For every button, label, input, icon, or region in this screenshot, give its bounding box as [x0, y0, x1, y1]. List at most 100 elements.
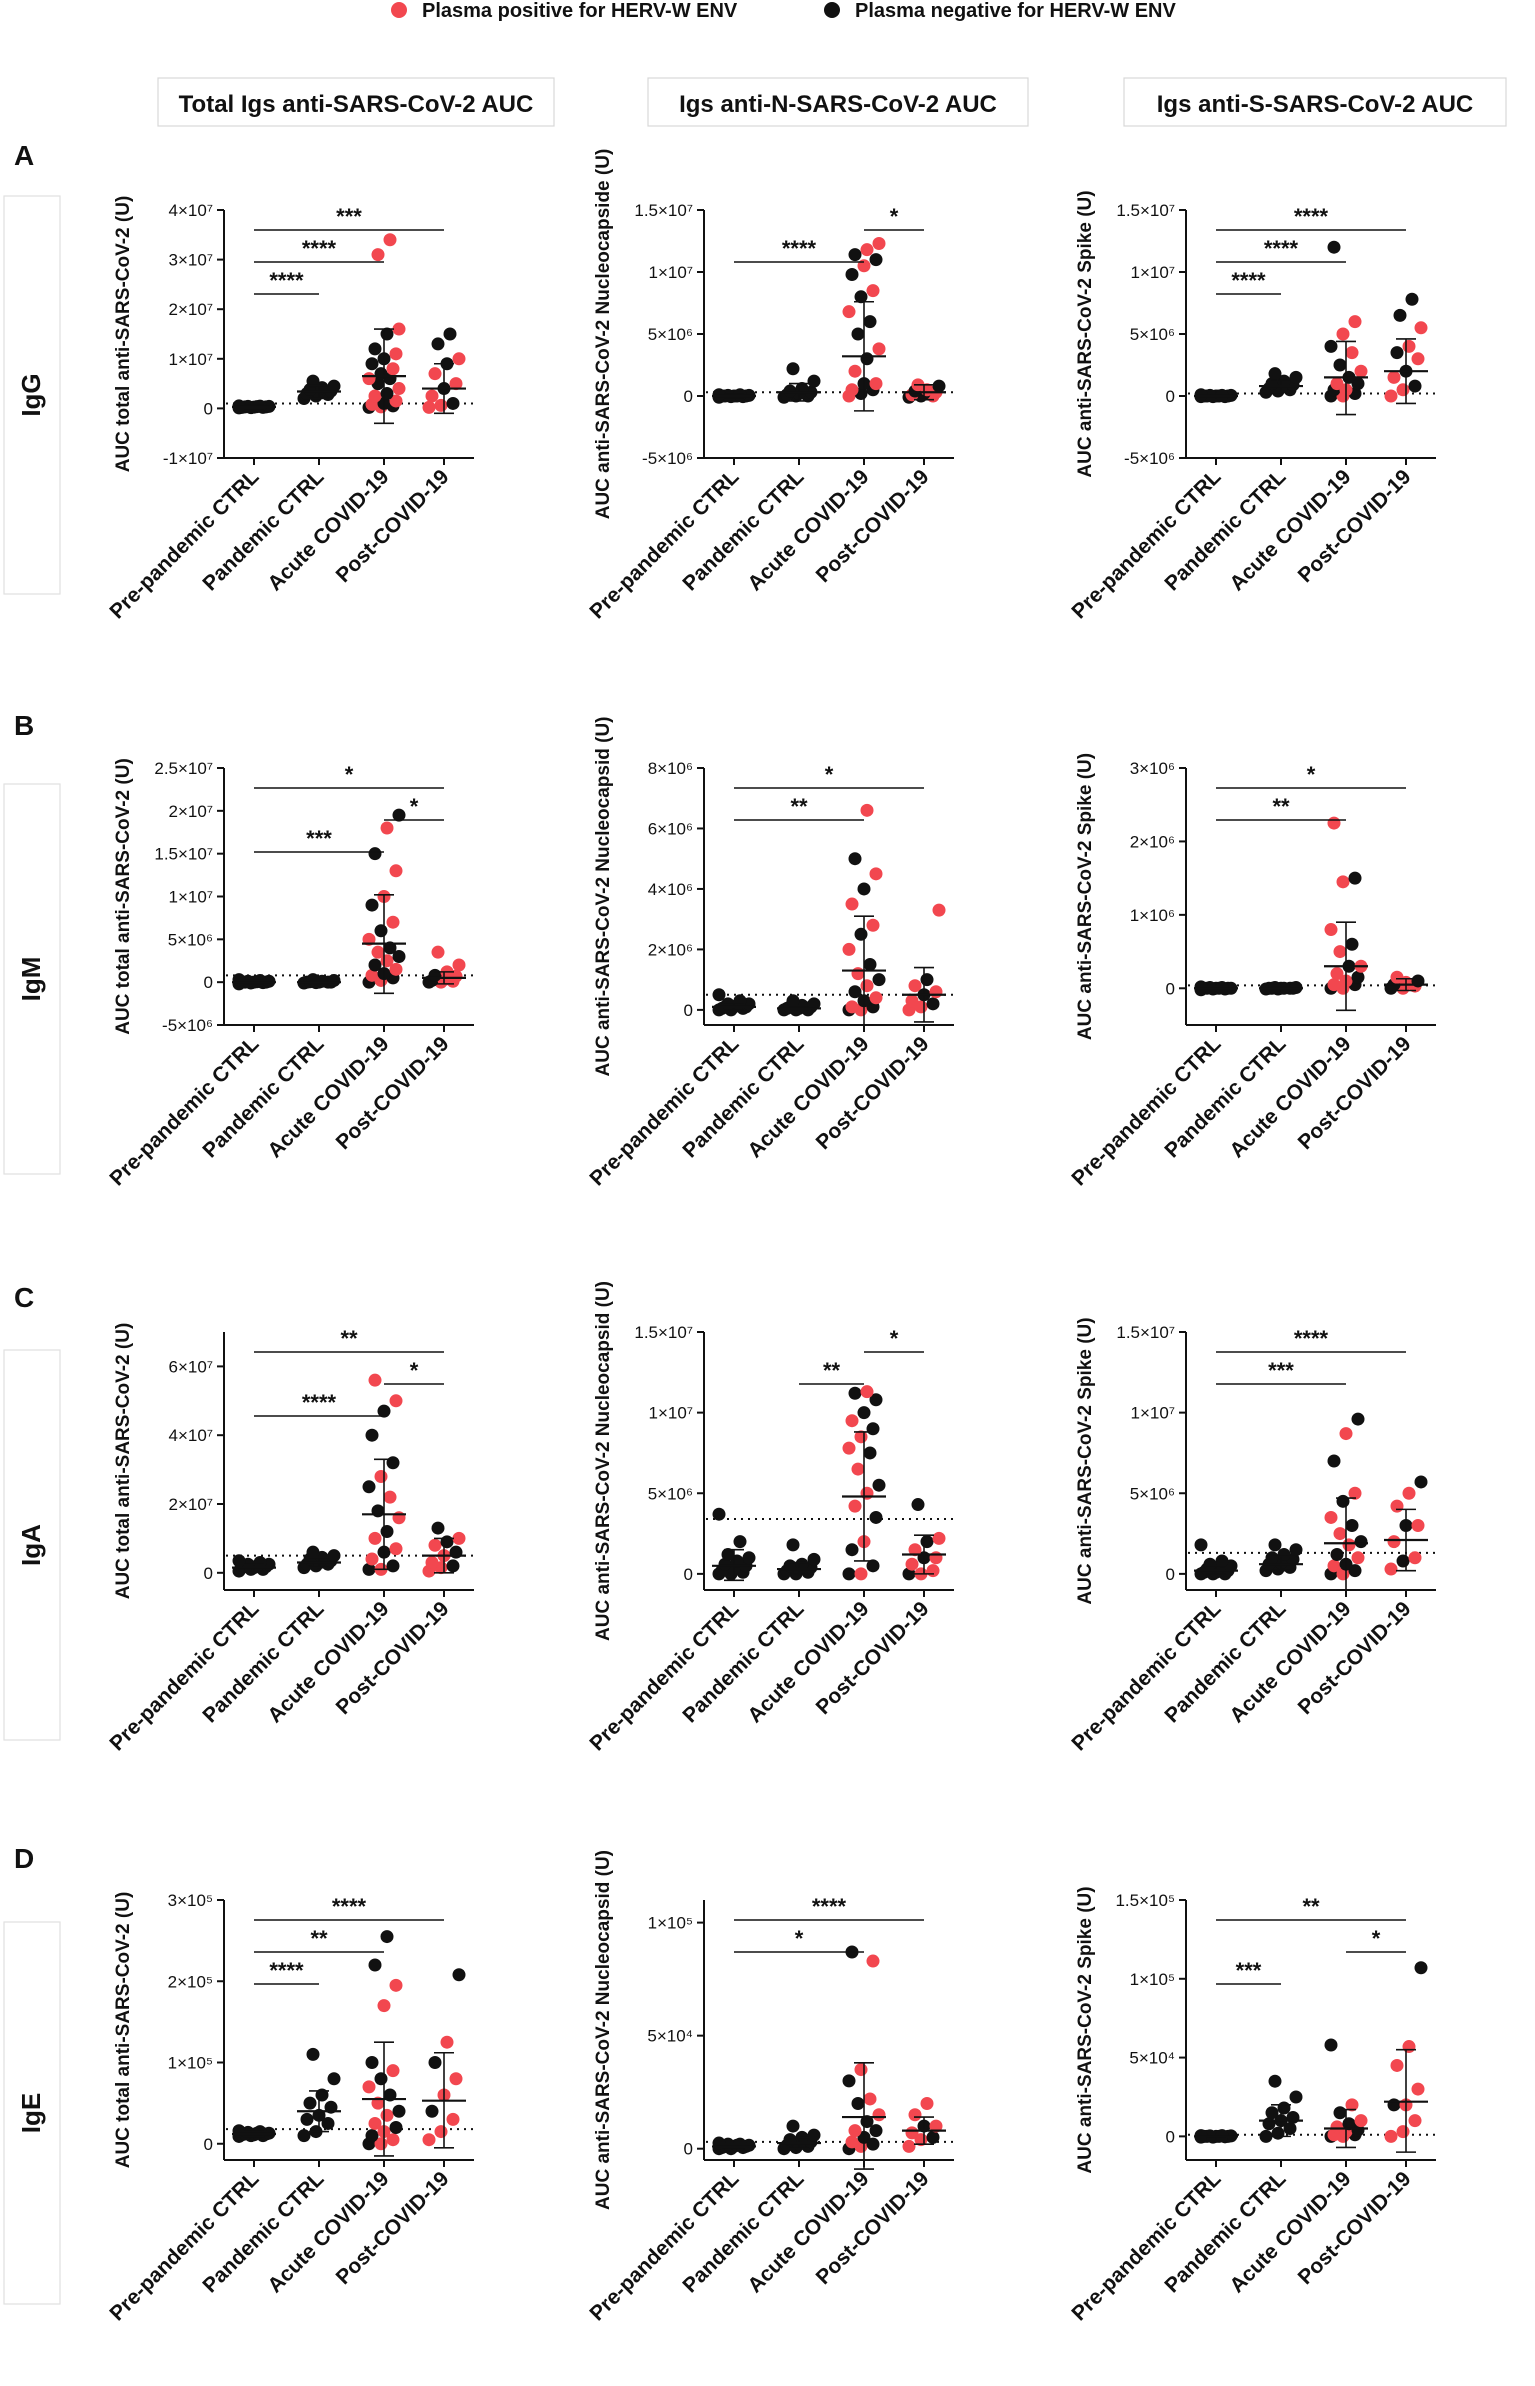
data-point-negative: [1194, 388, 1208, 402]
data-point-positive: [842, 942, 856, 956]
data-point-negative: [428, 968, 442, 982]
row-B-labels: B IgM: [3, 710, 61, 1175]
y-tick-label: 5×10⁶: [1130, 1484, 1175, 1503]
data-point-negative: [869, 253, 883, 267]
row-label: IgG: [16, 373, 46, 416]
data-point-negative: [783, 1559, 797, 1573]
data-point-negative: [733, 1535, 747, 1549]
y-tick-label: 2×10⁷: [169, 1495, 213, 1514]
significance-label: ****: [782, 236, 817, 261]
data-point-positive: [851, 967, 865, 981]
data-point-negative: [1271, 2126, 1285, 2140]
data-point-negative: [321, 2116, 335, 2130]
significance-label: ****: [302, 236, 337, 261]
y-axis-label: AUC anti-SARS-CoV-2 Nucleocapsid (U): [593, 1850, 614, 2210]
y-tick-label: 2×10⁷: [169, 300, 213, 319]
row-label: IgA: [16, 1524, 46, 1566]
data-point-negative: [866, 2137, 880, 2151]
significance-label: ****: [269, 1958, 304, 1983]
column-title-text: Igs anti-N-SARS-CoV-2 AUC: [679, 91, 997, 118]
data-point-negative: [863, 315, 877, 329]
significance-label: *: [890, 204, 899, 229]
data-point-positive: [1327, 978, 1341, 992]
data-point-positive: [392, 1511, 406, 1525]
data-point-positive: [365, 968, 379, 982]
y-tick-label: -1×10⁷: [163, 449, 213, 468]
y-tick-label: 0: [1166, 979, 1175, 998]
data-point-positive: [389, 394, 403, 408]
data-point-positive: [1348, 1486, 1362, 1500]
data-point-positive: [425, 1555, 439, 1569]
y-axis-label: AUC anti-SARS-CoV-2 Nucleocapsid (U): [593, 717, 614, 1077]
data-point-negative: [362, 1562, 376, 1576]
data-point-negative: [911, 1498, 925, 1512]
data-point-positive: [389, 962, 403, 976]
data-point-negative: [303, 2096, 317, 2110]
data-point-negative: [1259, 2129, 1273, 2143]
y-tick-label: 0: [1166, 387, 1175, 406]
y-axis-label: AUC anti-SARS-CoV-2 Spike (U): [1075, 753, 1096, 1040]
data-point-negative: [306, 374, 320, 388]
data-point-negative: [1265, 2106, 1279, 2120]
data-point-negative: [845, 1543, 859, 1557]
data-point-negative: [374, 924, 388, 938]
data-point-negative: [232, 1554, 246, 1568]
data-point-positive: [1348, 315, 1362, 329]
data-point-negative: [1277, 1548, 1291, 1562]
y-tick-label: 6×10⁶: [648, 819, 693, 838]
data-point-positive: [392, 322, 406, 336]
data-point-positive: [866, 918, 880, 932]
data-point-negative: [1289, 1543, 1303, 1557]
data-point-negative: [872, 1478, 886, 1492]
data-point-positive: [902, 2139, 916, 2153]
data-point-negative: [926, 997, 940, 1011]
data-point-positive: [380, 821, 394, 835]
significance-label: *: [825, 762, 834, 787]
significance-label: *: [795, 1926, 804, 1951]
data-point-negative: [327, 1549, 341, 1563]
significance-label: ***: [1268, 1358, 1294, 1383]
data-point-negative: [1283, 2121, 1297, 2135]
y-axis-label: AUC total anti-SARS-CoV-2 (U): [113, 758, 134, 1035]
x-tick-label: Post-COVID-19: [332, 1032, 454, 1154]
x-tick-label: Pandemic CTRL: [678, 2167, 808, 2297]
data-point-positive: [1408, 1551, 1422, 1565]
data-point-negative: [920, 973, 934, 987]
data-point-positive: [1336, 327, 1350, 341]
data-point-positive: [872, 236, 886, 250]
data-point-negative: [1194, 980, 1208, 994]
data-point-positive: [1327, 1559, 1341, 1573]
data-point-negative: [1348, 871, 1362, 885]
y-tick-label: -5×10⁶: [1124, 449, 1175, 468]
data-point-positive: [854, 1567, 868, 1581]
column-title-text: Igs anti-S-SARS-CoV-2 AUC: [1157, 91, 1473, 118]
y-tick-label: 5×10⁶: [1130, 325, 1175, 344]
data-point-negative: [452, 1968, 466, 1982]
data-point-positive: [431, 945, 445, 959]
y-axis-label: AUC anti-SARS-CoV-2 Nucleocapside (U): [593, 149, 614, 520]
data-point-positive: [854, 2063, 868, 2077]
data-point-positive: [860, 1486, 874, 1500]
y-axis-label: AUC total anti-SARS-CoV-2 (U): [113, 1323, 134, 1600]
data-point-negative: [712, 2136, 726, 2150]
row-label-box: [3, 1349, 61, 1741]
data-point-negative: [371, 1504, 385, 1518]
data-point-negative: [1277, 2101, 1291, 2115]
y-tick-label: 0: [684, 1001, 693, 1020]
data-point-positive: [1390, 1499, 1404, 1513]
row-C-labels: C IgA: [3, 1282, 61, 1741]
y-tick-label: 0: [204, 973, 213, 992]
data-point-negative: [446, 1559, 460, 1573]
legend-marker-positive: [391, 2, 407, 18]
data-point-positive: [434, 2125, 448, 2139]
data-point-positive: [1396, 2125, 1410, 2139]
data-point-negative: [1286, 2110, 1300, 2124]
data-point-negative: [365, 357, 379, 371]
y-tick-label: 4×10⁷: [169, 201, 213, 220]
data-point-negative: [1330, 1548, 1344, 1562]
